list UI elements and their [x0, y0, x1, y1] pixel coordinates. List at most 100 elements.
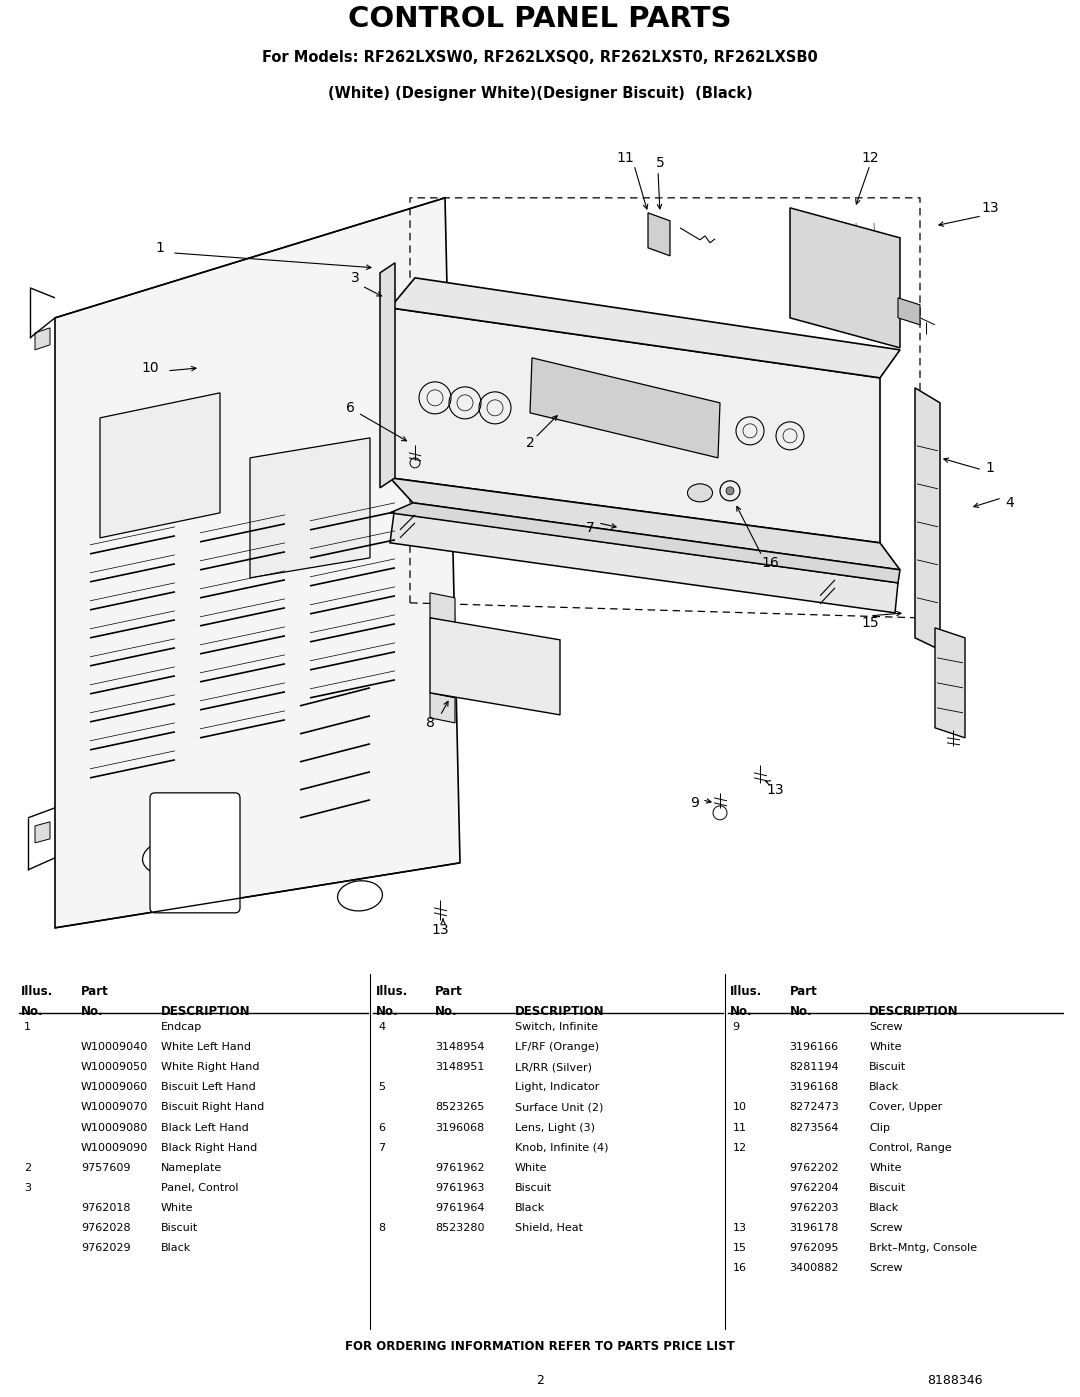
Ellipse shape	[338, 880, 382, 911]
Text: CONTROL PANEL PARTS: CONTROL PANEL PARTS	[348, 6, 732, 34]
Polygon shape	[380, 263, 395, 488]
Polygon shape	[430, 693, 455, 722]
Text: 16: 16	[761, 556, 779, 570]
Text: 3: 3	[351, 271, 360, 285]
Text: Light, Indicator: Light, Indicator	[515, 1083, 599, 1092]
Text: W10009080: W10009080	[81, 1123, 148, 1133]
Text: White Left Hand: White Left Hand	[161, 1042, 251, 1052]
Text: 9762202: 9762202	[789, 1162, 839, 1172]
Text: Screw: Screw	[869, 1224, 903, 1234]
Text: W10009060: W10009060	[81, 1083, 148, 1092]
Text: 16: 16	[732, 1263, 746, 1273]
Text: 13: 13	[982, 201, 999, 215]
Text: Lens, Light (3): Lens, Light (3)	[515, 1123, 595, 1133]
Text: 9: 9	[690, 796, 700, 810]
Text: 5: 5	[378, 1083, 386, 1092]
Text: White: White	[869, 1162, 902, 1172]
Polygon shape	[35, 821, 50, 842]
Text: 2: 2	[24, 1162, 31, 1172]
Text: 3148954: 3148954	[435, 1042, 485, 1052]
Text: Black: Black	[869, 1083, 900, 1092]
Text: White Right Hand: White Right Hand	[161, 1062, 259, 1071]
Text: 9762029: 9762029	[81, 1243, 131, 1253]
Text: 1: 1	[156, 240, 164, 254]
Polygon shape	[390, 503, 900, 583]
Text: 7: 7	[378, 1143, 386, 1153]
Text: Screw: Screw	[869, 1263, 903, 1273]
Text: Control, Range: Control, Range	[869, 1143, 951, 1153]
Text: 6: 6	[378, 1123, 386, 1133]
Text: Biscuit: Biscuit	[161, 1224, 198, 1234]
Text: Part: Part	[789, 985, 818, 999]
Text: Illus.: Illus.	[22, 985, 53, 999]
Text: Knob, Infinite (4): Knob, Infinite (4)	[515, 1143, 608, 1153]
Text: 9761963: 9761963	[435, 1183, 485, 1193]
Text: 15: 15	[732, 1243, 746, 1253]
Ellipse shape	[688, 483, 713, 502]
Text: FOR ORDERING INFORMATION REFER TO PARTS PRICE LIST: FOR ORDERING INFORMATION REFER TO PARTS …	[346, 1340, 734, 1354]
Text: 3196068: 3196068	[435, 1123, 485, 1133]
Text: Part: Part	[435, 985, 463, 999]
Text: Illus.: Illus.	[376, 985, 407, 999]
Text: DESCRIPTION: DESCRIPTION	[161, 1004, 251, 1018]
Text: 9762203: 9762203	[789, 1203, 839, 1213]
Polygon shape	[390, 278, 900, 377]
Text: 9761964: 9761964	[435, 1203, 485, 1213]
Text: Nameplate: Nameplate	[161, 1162, 222, 1172]
Text: DESCRIPTION: DESCRIPTION	[869, 1004, 959, 1018]
Polygon shape	[935, 627, 966, 738]
Text: 3400882: 3400882	[789, 1263, 839, 1273]
Text: Screw: Screw	[869, 1023, 903, 1032]
Text: 6: 6	[346, 401, 354, 415]
Text: 12: 12	[732, 1143, 746, 1153]
Polygon shape	[430, 617, 561, 715]
Polygon shape	[915, 388, 940, 650]
Text: Biscuit: Biscuit	[515, 1183, 552, 1193]
Polygon shape	[55, 198, 460, 928]
Text: 8523265: 8523265	[435, 1102, 485, 1112]
Polygon shape	[897, 298, 920, 326]
Text: W10009070: W10009070	[81, 1102, 148, 1112]
Text: 11: 11	[732, 1123, 746, 1133]
Text: No.: No.	[789, 1004, 812, 1018]
Text: 9757609: 9757609	[81, 1162, 131, 1172]
Text: White: White	[161, 1203, 193, 1213]
Text: Black Left Hand: Black Left Hand	[161, 1123, 248, 1133]
Text: 9762018: 9762018	[81, 1203, 131, 1213]
Text: Illus.: Illus.	[730, 985, 761, 999]
Text: 3148951: 3148951	[435, 1062, 485, 1071]
Text: 13: 13	[766, 782, 784, 796]
Text: W10009090: W10009090	[81, 1143, 148, 1153]
Text: Biscuit: Biscuit	[869, 1062, 906, 1071]
Polygon shape	[390, 478, 900, 570]
Text: Black: Black	[869, 1203, 900, 1213]
Polygon shape	[390, 307, 880, 543]
Text: Switch, Infinite: Switch, Infinite	[515, 1023, 598, 1032]
Polygon shape	[530, 358, 720, 458]
Text: Black Right Hand: Black Right Hand	[161, 1143, 257, 1153]
Text: No.: No.	[435, 1004, 458, 1018]
Circle shape	[726, 486, 734, 495]
Polygon shape	[430, 592, 455, 623]
Text: 3196168: 3196168	[789, 1083, 839, 1092]
Text: 9: 9	[732, 1023, 740, 1032]
Text: 1: 1	[986, 461, 995, 475]
Text: 9762095: 9762095	[789, 1243, 839, 1253]
Text: (White) (Designer White)(Designer Biscuit)  (Black): (White) (Designer White)(Designer Biscui…	[327, 85, 753, 101]
Text: 11: 11	[616, 151, 634, 165]
Text: 4: 4	[378, 1023, 386, 1032]
Polygon shape	[35, 328, 50, 349]
Text: 9762028: 9762028	[81, 1224, 131, 1234]
Text: No.: No.	[376, 1004, 399, 1018]
Text: 9761962: 9761962	[435, 1162, 485, 1172]
Text: White: White	[515, 1162, 548, 1172]
Text: 8273564: 8273564	[789, 1123, 839, 1133]
Text: 8272473: 8272473	[789, 1102, 839, 1112]
Polygon shape	[390, 513, 897, 613]
Text: White: White	[869, 1042, 902, 1052]
Text: Cover, Upper: Cover, Upper	[869, 1102, 943, 1112]
Text: No.: No.	[22, 1004, 44, 1018]
Text: 3: 3	[24, 1183, 31, 1193]
Text: 9762204: 9762204	[789, 1183, 839, 1193]
Text: Endcap: Endcap	[161, 1023, 202, 1032]
